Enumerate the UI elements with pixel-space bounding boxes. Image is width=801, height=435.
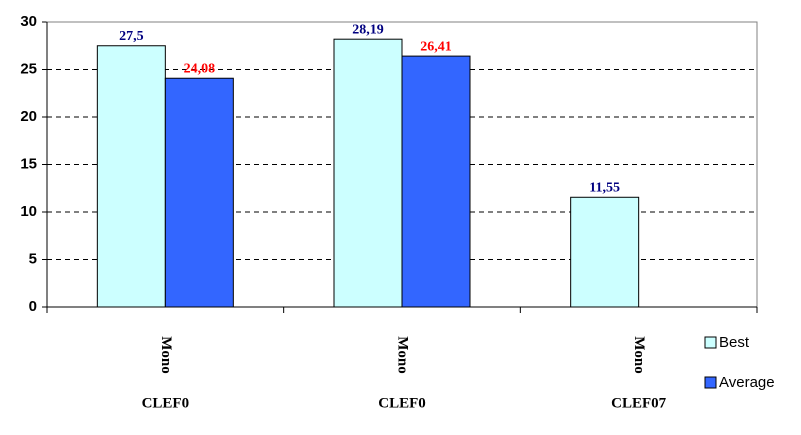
y-tick-label: 15	[20, 155, 37, 172]
legend-swatch	[704, 336, 717, 349]
y-tick-label: 0	[29, 298, 37, 315]
x-tick-label: Mono	[158, 336, 174, 374]
legend-label: Average	[719, 374, 775, 391]
x-group-label: CLEF07	[611, 395, 667, 411]
value-label: 27,5	[119, 29, 144, 44]
value-label: 26,41	[420, 39, 452, 54]
x-group-label: CLEF0	[142, 395, 190, 411]
bar	[96, 45, 166, 308]
y-tick-label: 10	[20, 203, 37, 220]
bar	[164, 77, 234, 308]
y-tick-label: 25	[20, 60, 37, 77]
y-tick-label: 30	[20, 13, 37, 30]
x-group-label: CLEF0	[378, 395, 426, 411]
legend-swatch	[704, 376, 717, 389]
value-label: 28,19	[352, 22, 384, 37]
x-tick-label: Mono	[395, 336, 411, 374]
legend-label: Best	[719, 334, 750, 351]
y-tick-label: 20	[20, 108, 37, 125]
value-label: 24,08	[184, 61, 216, 76]
value-label: 11,55	[589, 180, 620, 195]
bar	[333, 38, 403, 308]
y-tick-label: 5	[29, 250, 37, 267]
bar	[570, 196, 640, 308]
x-tick-label: Mono	[631, 336, 647, 374]
bar	[401, 55, 471, 308]
